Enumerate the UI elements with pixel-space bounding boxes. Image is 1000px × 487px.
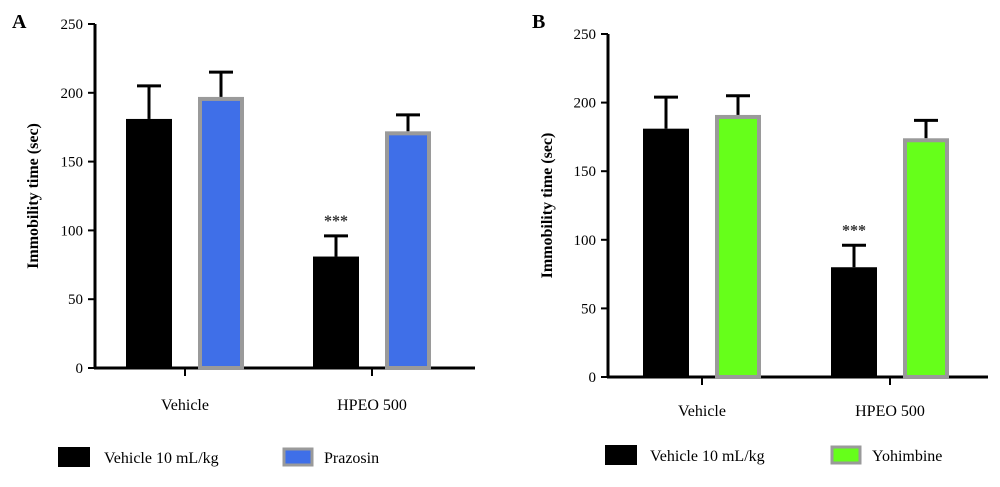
x-tick-label: Vehicle xyxy=(678,403,726,420)
bar xyxy=(903,138,949,379)
y-axis-label: Immobility time (sec) xyxy=(25,123,42,269)
bar xyxy=(385,131,431,370)
y-tick-label: 150 xyxy=(61,155,84,171)
y-tick-label: 0 xyxy=(589,370,597,386)
x-tick-label: HPEO 500 xyxy=(337,397,407,414)
x-tick-label: Vehicle xyxy=(161,397,209,414)
y-tick-label: 200 xyxy=(61,86,84,102)
x-tick-label: HPEO 500 xyxy=(855,403,925,420)
significance-label: *** xyxy=(842,222,866,239)
y-tick-label: 250 xyxy=(61,17,84,33)
significance-label: *** xyxy=(324,213,348,230)
legend-swatch xyxy=(830,445,862,465)
legend-label: Yohimbine xyxy=(872,448,942,465)
legend-label: Prazosin xyxy=(324,450,379,467)
y-tick-label: 100 xyxy=(61,223,84,239)
y-tick-label: 100 xyxy=(574,233,597,249)
y-tick-label: 0 xyxy=(76,361,84,377)
chart-panel-a: A 0 50 100 150 200 250 Immobility time (sec) Veh… xyxy=(12,11,475,467)
legend-label: Vehicle 10 mL/kg xyxy=(104,450,219,467)
y-tick-label: 150 xyxy=(574,164,597,180)
legend-swatch xyxy=(58,447,90,467)
chart-panel-b: B 0 50 100 150 200 250 Immobility time (sec) Veh… xyxy=(532,11,988,465)
bar xyxy=(831,267,877,377)
bar xyxy=(643,128,689,377)
bar xyxy=(198,96,244,370)
legend-swatch xyxy=(605,445,637,465)
y-tick-label: 200 xyxy=(574,96,597,112)
y-tick-label: 50 xyxy=(581,301,596,317)
panel-label: B xyxy=(532,11,545,33)
y-tick-label: 50 xyxy=(68,292,83,308)
legend-label: Vehicle 10 mL/kg xyxy=(650,448,765,465)
bar xyxy=(313,256,359,368)
panel-label: A xyxy=(12,11,27,33)
legend-swatch xyxy=(282,447,314,467)
bar xyxy=(126,118,172,368)
y-axis-label: Immobility time (sec) xyxy=(539,133,556,279)
bar xyxy=(715,114,761,379)
y-tick-label: 250 xyxy=(574,27,597,43)
